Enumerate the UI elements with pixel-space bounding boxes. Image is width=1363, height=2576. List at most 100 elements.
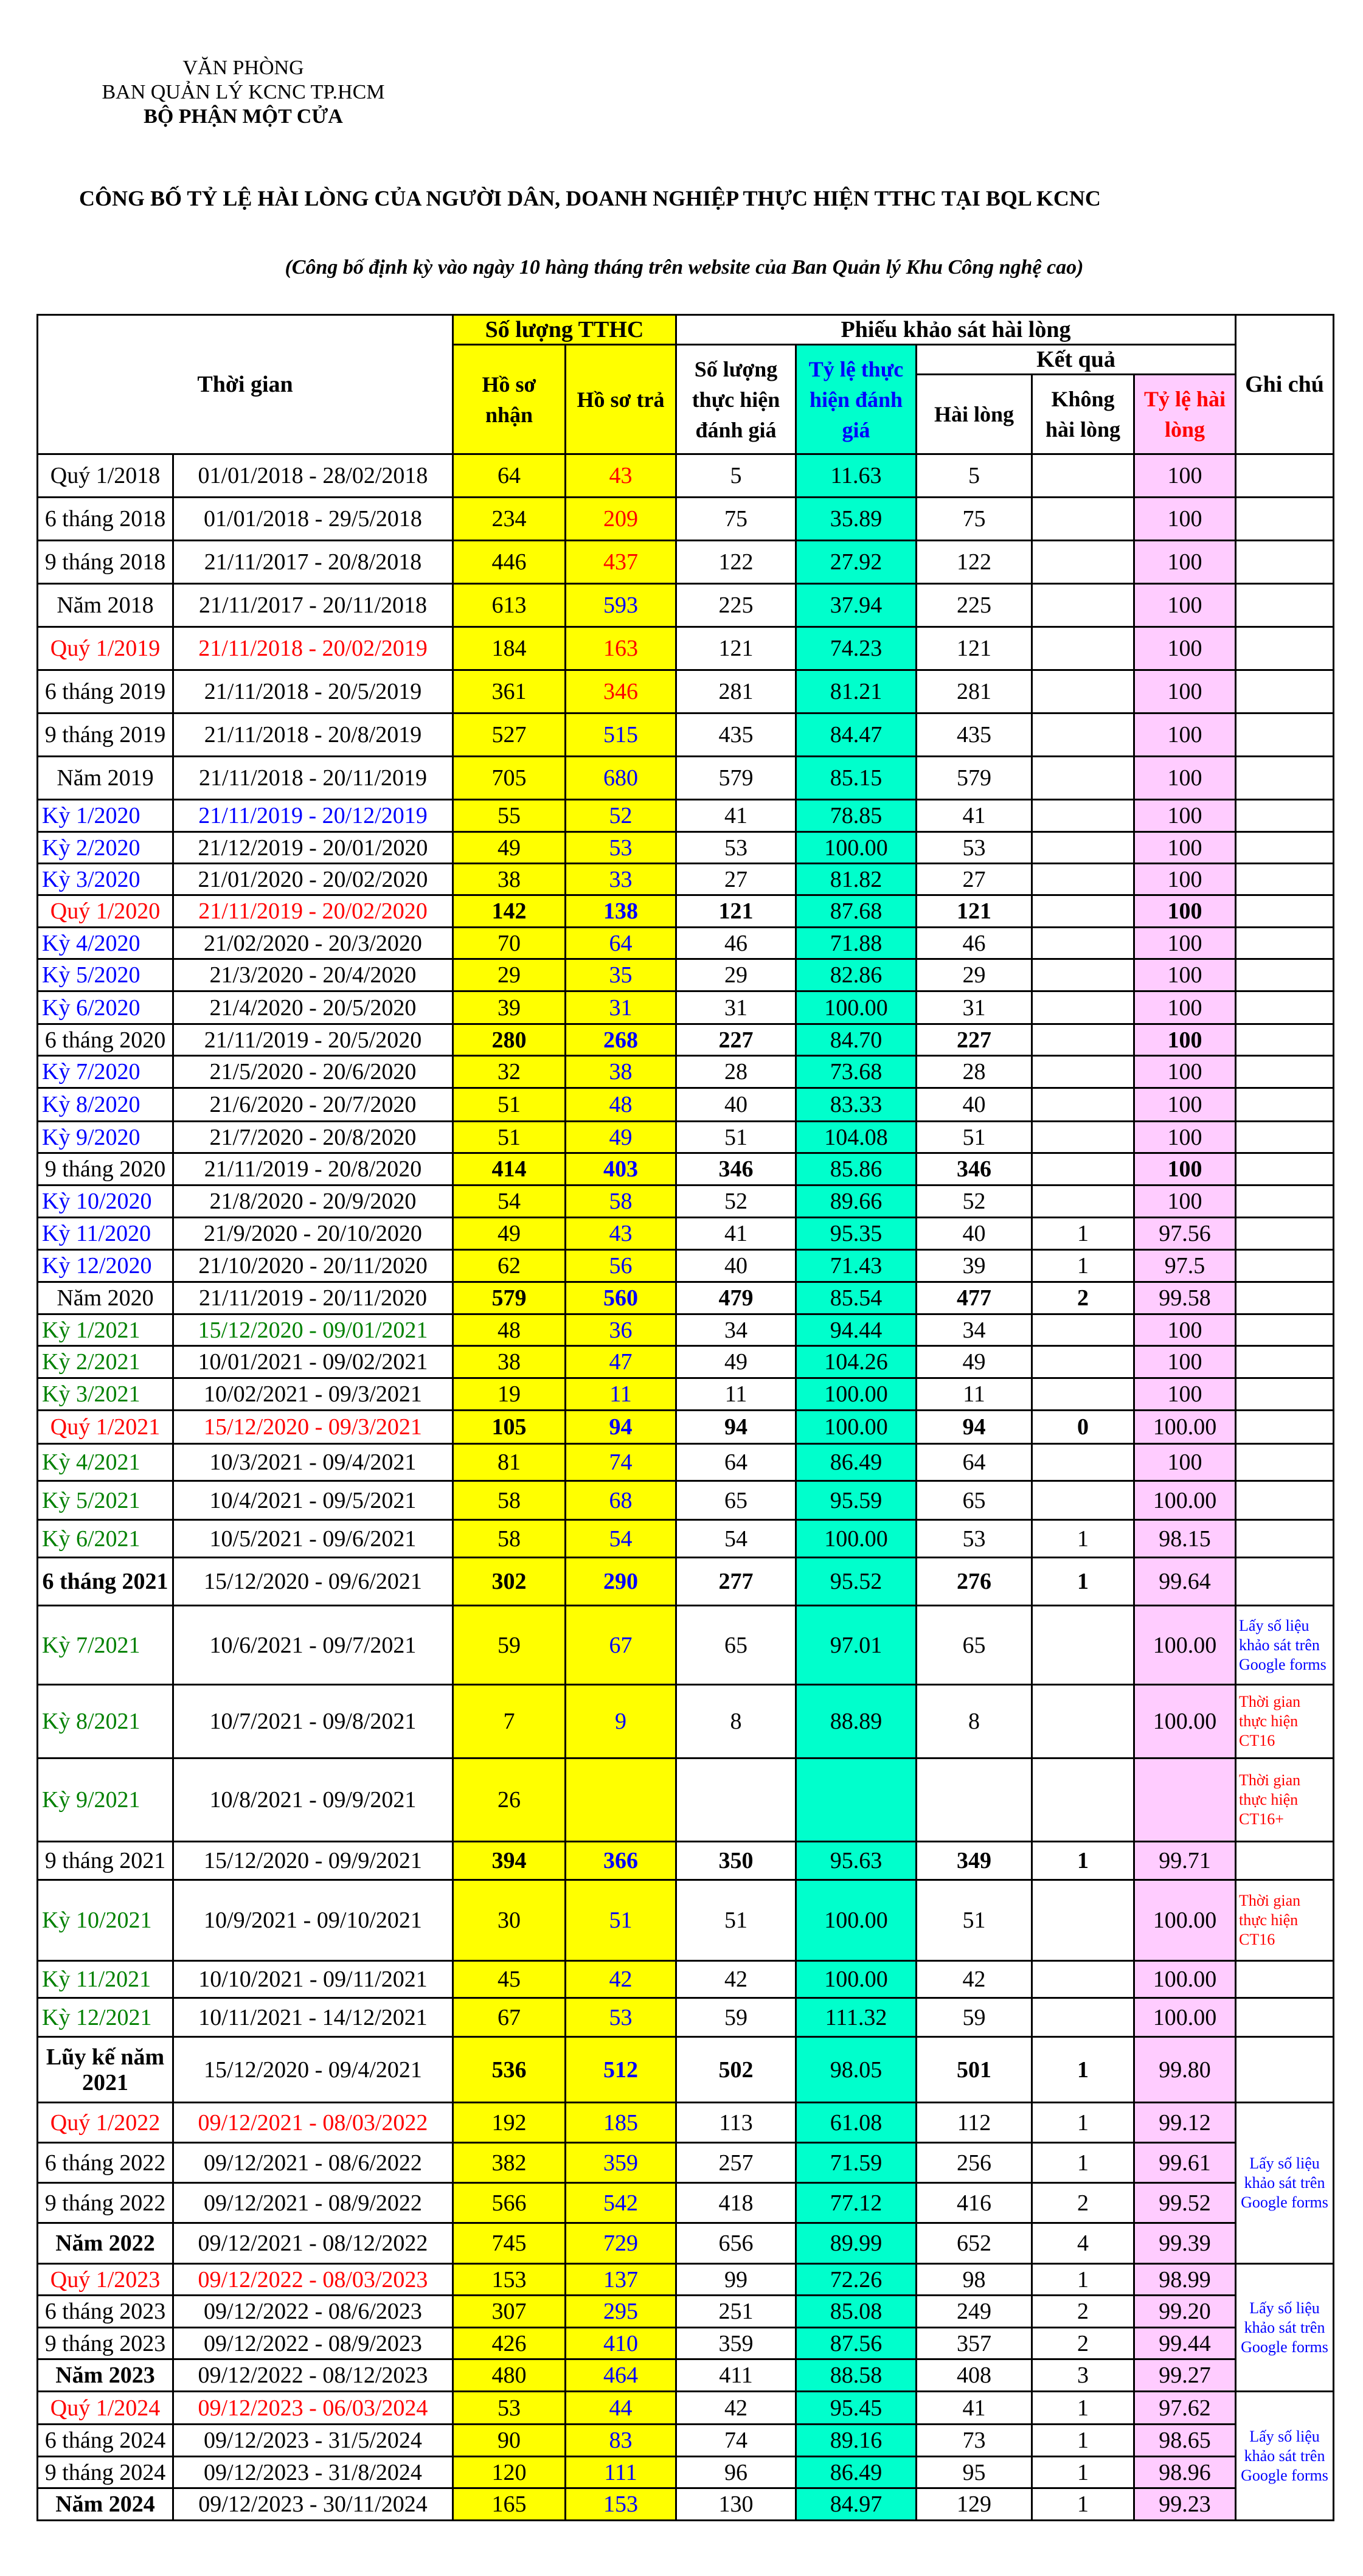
unsatisfied-count — [1031, 1997, 1135, 2038]
survey-rate — [795, 1757, 917, 1842]
period-label: Kỳ 8/2021 — [36, 1684, 174, 1759]
satisfied-count: 346 — [915, 1152, 1033, 1186]
received-count: 30 — [452, 1879, 566, 1962]
unsatisfied-count: 2 — [1031, 1281, 1135, 1315]
date-range: 09/12/2022 - 08/9/2023 — [172, 2327, 454, 2360]
survey-rate: 104.08 — [795, 1120, 917, 1154]
satisfied-count: 281 — [915, 669, 1033, 714]
table-row: Kỳ 10/2021 10/9/2021 - 09/10/2021 30 51 51 10… — [36, 1879, 1335, 1962]
received-count: 90 — [452, 2423, 566, 2457]
received-count: 280 — [452, 1023, 566, 1057]
table-row: Kỳ 10/2020 21/8/2020 - 20/9/2020 54 58 52 89.… — [36, 1184, 1335, 1218]
survey-rate: 86.49 — [795, 1443, 917, 1482]
received-count: 613 — [452, 583, 566, 628]
period-label: Kỳ 9/2020 — [36, 1120, 174, 1154]
unsatisfied-count — [1031, 1184, 1135, 1218]
received-count: 153 — [452, 2263, 566, 2296]
period-label: Kỳ 5/2021 — [36, 1480, 174, 1521]
table-row: Quý 1/2018 01/01/2018 - 28/02/2018 64 43 5 11… — [36, 453, 1335, 498]
survey-rate: 78.85 — [795, 799, 917, 833]
satisfaction-rate: 98.96 — [1132, 2456, 1237, 2489]
col-returned: Hồ sơ trả — [564, 344, 677, 455]
period-label: Quý 1/2018 — [36, 453, 174, 498]
table-row: 6 tháng 2019 21/11/2018 - 20/5/2019 361 346… — [36, 669, 1335, 714]
table-row: Kỳ 6/2020 21/4/2020 - 20/5/2020 39 31 31 100.… — [36, 990, 1335, 1025]
period-label: Kỳ 12/2020 — [36, 1249, 174, 1283]
date-range: 09/12/2023 - 31/5/2024 — [172, 2423, 454, 2457]
table-row: Quý 1/2019 21/11/2018 - 20/02/2019 184 163 1… — [36, 626, 1335, 671]
returned-count: 51 — [564, 1879, 677, 1962]
satisfaction-rate: 100 — [1132, 453, 1237, 498]
note-cell — [1235, 1313, 1335, 1347]
unsatisfied-count — [1031, 926, 1135, 960]
date-range: 10/10/2021 - 09/11/2021 — [172, 1960, 454, 1999]
unsatisfied-count — [1031, 894, 1135, 928]
period-label: Kỳ 2/2020 — [36, 831, 174, 864]
received-count: 58 — [452, 1480, 566, 1521]
col-rate-satisfied: Tỷ lệ hài lòng — [1132, 373, 1237, 455]
surveyed-count: 8 — [675, 1684, 797, 1759]
surveyed-count: 122 — [675, 540, 797, 585]
period-label: Quý 1/2022 — [36, 2102, 174, 2144]
returned-count: 94 — [564, 1409, 677, 1445]
unsatisfied-count — [1031, 583, 1135, 628]
unsatisfied-count: 1 — [1031, 2487, 1135, 2521]
returned-count: 410 — [564, 2327, 677, 2360]
surveyed-count: 54 — [675, 1519, 797, 1558]
date-range: 09/12/2021 - 08/03/2022 — [172, 2102, 454, 2144]
surveyed-count: 51 — [675, 1879, 797, 1962]
returned-count: 11 — [564, 1377, 677, 1411]
survey-rate: 84.97 — [795, 2487, 917, 2521]
satisfaction-rate: 100.00 — [1132, 1879, 1237, 1962]
note-cell — [1235, 626, 1335, 671]
table-row: 6 tháng 2024 09/12/2023 - 31/5/2024 90 83 74… — [36, 2423, 1334, 2457]
page-title: CÔNG BỐ TỶ LỆ HÀI LÒNG CỦA NGƯỜI DÂN, DO… — [79, 186, 1101, 210]
period-label: 9 tháng 2022 — [36, 2182, 174, 2224]
survey-rate: 84.47 — [795, 712, 917, 757]
note-cell — [1235, 1345, 1335, 1379]
satisfaction-rate: 100 — [1132, 1345, 1237, 1379]
surveyed-count: 99 — [675, 2263, 797, 2296]
date-range: 10/9/2021 - 09/10/2021 — [172, 1879, 454, 1962]
returned-count: 437 — [564, 540, 677, 585]
unsatisfied-count: 1 — [1031, 2102, 1135, 2144]
table-row: 9 tháng 2023 09/12/2022 - 08/9/2023 426 410… — [36, 2327, 1334, 2360]
table-row: 9 tháng 2021 15/12/2020 - 09/9/2021 394 366… — [36, 1841, 1335, 1881]
table-row: Quý 1/2022 09/12/2021 - 08/03/2022 192 185 1… — [36, 2102, 1335, 2265]
satisfaction-rate: 100 — [1132, 926, 1237, 960]
date-range: 21/5/2020 - 20/6/2020 — [172, 1055, 454, 1089]
unsatisfied-count — [1031, 863, 1135, 896]
survey-rate: 95.35 — [795, 1217, 917, 1251]
col-tthc-group: Số lượng TTHC — [452, 314, 677, 345]
date-range: 09/12/2023 - 31/8/2024 — [172, 2456, 454, 2489]
satisfied-count: 31 — [915, 990, 1033, 1025]
satisfied-count: 52 — [915, 1184, 1033, 1218]
received-count: 49 — [452, 831, 566, 864]
unsatisfied-count — [1031, 1377, 1135, 1411]
returned-count: 49 — [564, 1120, 677, 1154]
period-label: Năm 2024 — [36, 2487, 174, 2521]
note-cell — [1235, 1409, 1335, 1445]
returned-count: 83 — [564, 2423, 677, 2457]
unsatisfied-count: 1 — [1031, 1217, 1135, 1251]
unsatisfied-count: 1 — [1031, 2423, 1135, 2457]
unsatisfied-count — [1031, 1480, 1135, 1521]
unsatisfied-count: 1 — [1031, 1249, 1135, 1283]
table-row: Kỳ 7/2020 21/5/2020 - 20/6/2020 32 38 28 73.6… — [36, 1055, 1335, 1089]
unsatisfied-count — [1031, 1443, 1135, 1482]
period-label: Kỳ 3/2021 — [36, 1377, 174, 1411]
period-label: Quý 1/2021 — [36, 1409, 174, 1445]
table-row: Kỳ 2/2020 21/12/2019 - 20/01/2020 49 53 53 10… — [36, 831, 1335, 864]
date-range: 09/12/2023 - 06/03/2024 — [172, 2390, 454, 2425]
satisfied-count: 64 — [915, 1443, 1033, 1482]
received-count: 59 — [452, 1605, 566, 1686]
period-label: 6 tháng 2024 — [36, 2423, 174, 2457]
received-count: 26 — [452, 1757, 566, 1842]
satisfaction-rate: 100.00 — [1132, 1480, 1237, 1521]
received-count: 51 — [452, 1087, 566, 1122]
period-label: Kỳ 11/2021 — [36, 1960, 174, 1999]
table-row: 9 tháng 2020 21/11/2019 - 20/8/2020 414 403… — [36, 1152, 1335, 1186]
survey-rate: 71.43 — [795, 1249, 917, 1283]
received-count: 62 — [452, 1249, 566, 1283]
satisfied-count: 11 — [915, 1377, 1033, 1411]
